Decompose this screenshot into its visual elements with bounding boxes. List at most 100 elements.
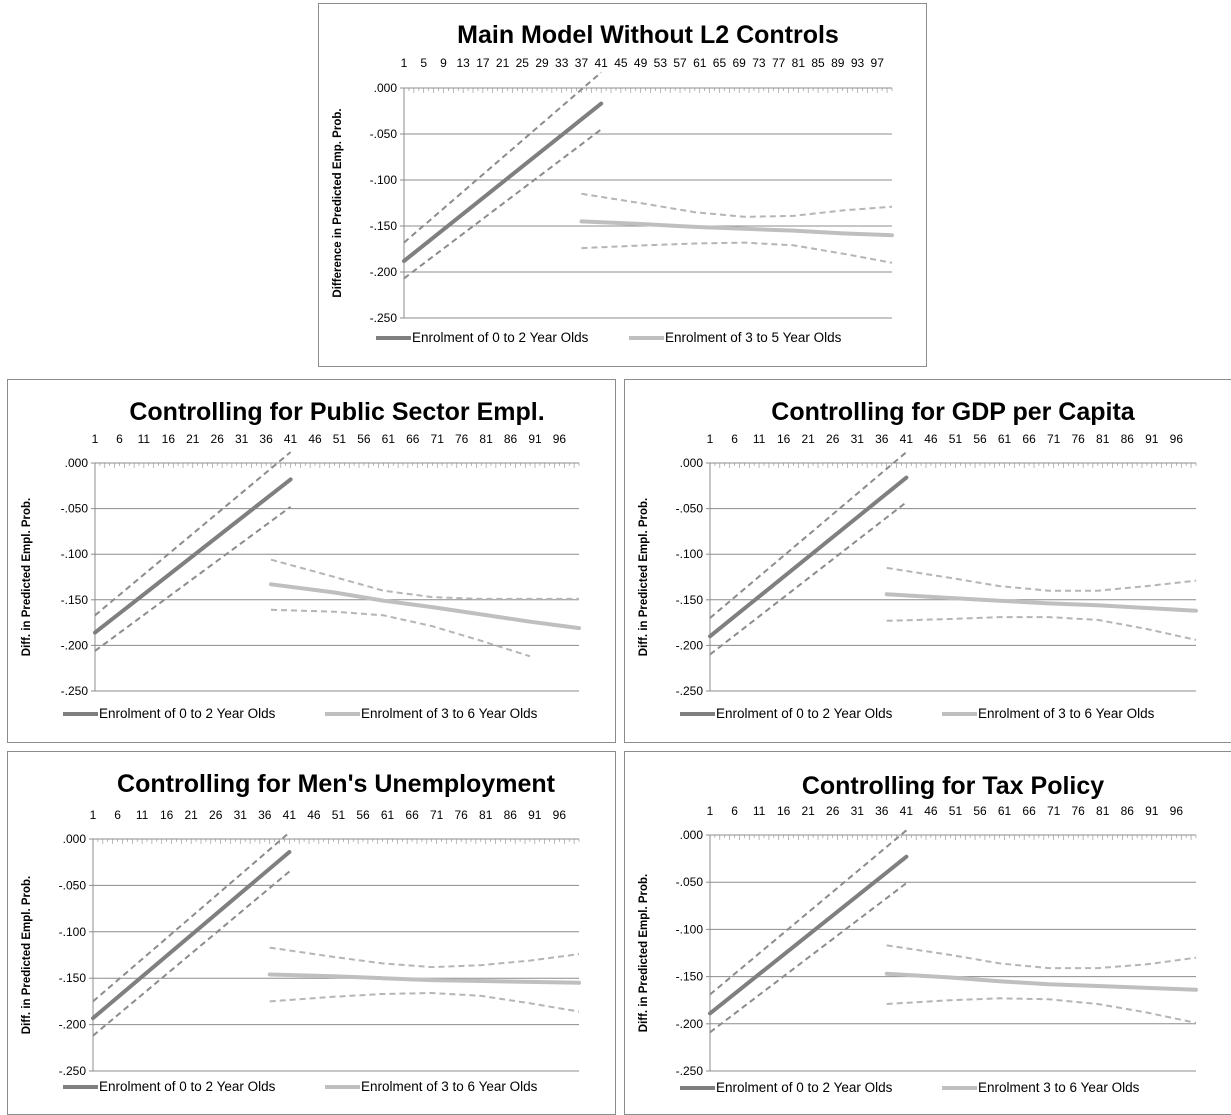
chart-title: Controlling for Tax Policy	[802, 772, 1104, 800]
y-axis-title: Diff. in Predicted Empl. Prob.	[638, 498, 650, 656]
x-tick-label: 96	[553, 432, 567, 446]
series-line	[402, 101, 604, 263]
x-tick-label: 5	[420, 56, 427, 70]
x-tick-label: 1	[90, 808, 97, 822]
y-axis-title: Difference in Predicted Emp. Prob.	[332, 108, 344, 297]
x-tick-label: 76	[1072, 804, 1086, 818]
ci-upper-line	[886, 944, 1197, 970]
chart-panel-mens-unemployment: Controlling for Men's Unemployment .000 -.…	[7, 751, 616, 1115]
ci-lower-line	[709, 501, 908, 656]
y-tick-label: -.100	[61, 547, 89, 561]
legend-label: Enrolment of 3 to 6 Year Olds	[361, 706, 538, 721]
y-tick-label: -.050	[61, 502, 89, 516]
y-tick-label: -.050	[676, 875, 704, 889]
y-tick-label: -.200	[370, 265, 398, 279]
y-tick-label: .000	[65, 456, 89, 470]
y-tick-label: .000	[63, 832, 87, 846]
x-tick-label: 31	[234, 808, 248, 822]
x-tick-label: 69	[733, 56, 747, 70]
x-tick-label: 56	[356, 808, 370, 822]
x-tick-label: 56	[973, 432, 987, 446]
series-line	[884, 592, 1198, 613]
chart-panel-gdp-per-capita: Controlling for GDP per Capita .000 -.050 -…	[624, 379, 1231, 743]
x-tick-label: 46	[924, 432, 938, 446]
x-tick-label: 65	[713, 56, 727, 70]
ci-lower-line	[581, 241, 893, 264]
x-tick-label: 31	[851, 432, 865, 446]
ci-upper-line	[886, 566, 1197, 592]
ci-upper-line	[581, 192, 893, 218]
x-tick-label: 37	[575, 56, 589, 70]
x-tick-label: 46	[924, 804, 938, 818]
x-tick-label: 97	[871, 56, 885, 70]
series-line	[91, 850, 292, 1021]
ci-upper-line	[92, 831, 291, 1003]
x-tick-label: 49	[634, 56, 648, 70]
x-tick-label: 36	[259, 432, 273, 446]
x-tick-label: 51	[949, 432, 963, 446]
chart-panel-tax-policy: Controlling for Tax Policy .000 -.050 -.100…	[624, 751, 1231, 1115]
x-tick-label: 81	[479, 808, 493, 822]
x-tick-label: 66	[1022, 804, 1036, 818]
y-tick-label: -.250	[370, 311, 398, 325]
x-tick-label: 86	[504, 808, 518, 822]
y-tick-label: -.100	[676, 922, 704, 936]
y-tick-label: -.200	[676, 638, 704, 652]
legend-label: Enrolment of 3 to 5 Year Olds	[665, 330, 842, 345]
x-tick-label: 66	[405, 808, 419, 822]
x-tick-label: 1	[707, 432, 714, 446]
y-axis-title: Diff. in Predicted Empl. Prob.	[21, 876, 33, 1034]
x-tick-label: 45	[614, 56, 628, 70]
x-tick-label: 61	[381, 808, 395, 822]
ci-upper-line	[709, 451, 908, 619]
x-tick-label: 36	[875, 432, 889, 446]
x-tick-label: 56	[357, 432, 371, 446]
y-tick-label: -.200	[676, 1017, 704, 1031]
series-line	[708, 475, 909, 639]
x-tick-label: 6	[731, 804, 738, 818]
x-tick-label: 85	[811, 56, 825, 70]
x-tick-label: 96	[1170, 804, 1184, 818]
x-tick-label: 76	[1072, 432, 1086, 446]
ci-lower-line	[94, 505, 292, 652]
legend-label: Enrolment of 0 to 2 Year Olds	[412, 330, 589, 345]
series-line	[708, 854, 909, 1016]
x-tick-label: 57	[673, 56, 687, 70]
x-tick-label: 41	[900, 804, 914, 818]
x-tick-label: 41	[594, 56, 608, 70]
x-tick-label: 16	[777, 432, 791, 446]
x-tick-label: 9	[440, 56, 447, 70]
x-tick-label: 11	[136, 808, 149, 822]
x-tick-label: 91	[528, 808, 542, 822]
ci-lower-line	[886, 616, 1197, 641]
x-tick-label: 71	[1047, 432, 1061, 446]
x-tick-label: 61	[998, 432, 1012, 446]
y-axis-title: Diff. in Predicted Empl. Prob.	[638, 874, 650, 1032]
legend-label: Enrolment of 0 to 2 Year Olds	[716, 1080, 893, 1095]
x-tick-label: 25	[516, 56, 530, 70]
x-tick-label: 6	[114, 808, 121, 822]
ci-upper-line	[269, 946, 580, 969]
y-tick-label: -.250	[676, 684, 704, 698]
x-tick-label: 91	[1145, 804, 1159, 818]
x-tick-label: 36	[875, 804, 889, 818]
chart-svg: Controlling for Public Sector Empl. .000 -…	[21, 398, 581, 721]
legend-label: Enrolment of 0 to 2 Year Olds	[99, 706, 276, 721]
y-tick-label: -.250	[59, 1064, 87, 1078]
x-tick-label: 16	[162, 432, 176, 446]
x-tick-label: 46	[308, 432, 322, 446]
chart-title: Controlling for Public Sector Empl.	[129, 398, 544, 426]
x-tick-label: 93	[851, 56, 865, 70]
x-tick-label: 96	[1170, 432, 1184, 446]
x-tick-label: 76	[455, 808, 469, 822]
ci-lower-line	[269, 991, 580, 1013]
y-tick-label: -.100	[676, 547, 704, 561]
ci-lower-line	[709, 882, 908, 1034]
x-tick-label: 91	[1145, 432, 1159, 446]
y-tick-label: -.250	[61, 684, 89, 698]
y-tick-label: -.150	[59, 971, 87, 985]
x-tick-label: 81	[1096, 804, 1110, 818]
y-tick-label: .000	[680, 456, 704, 470]
y-tick-label: -.200	[59, 1018, 87, 1032]
x-tick-label: 31	[235, 432, 249, 446]
